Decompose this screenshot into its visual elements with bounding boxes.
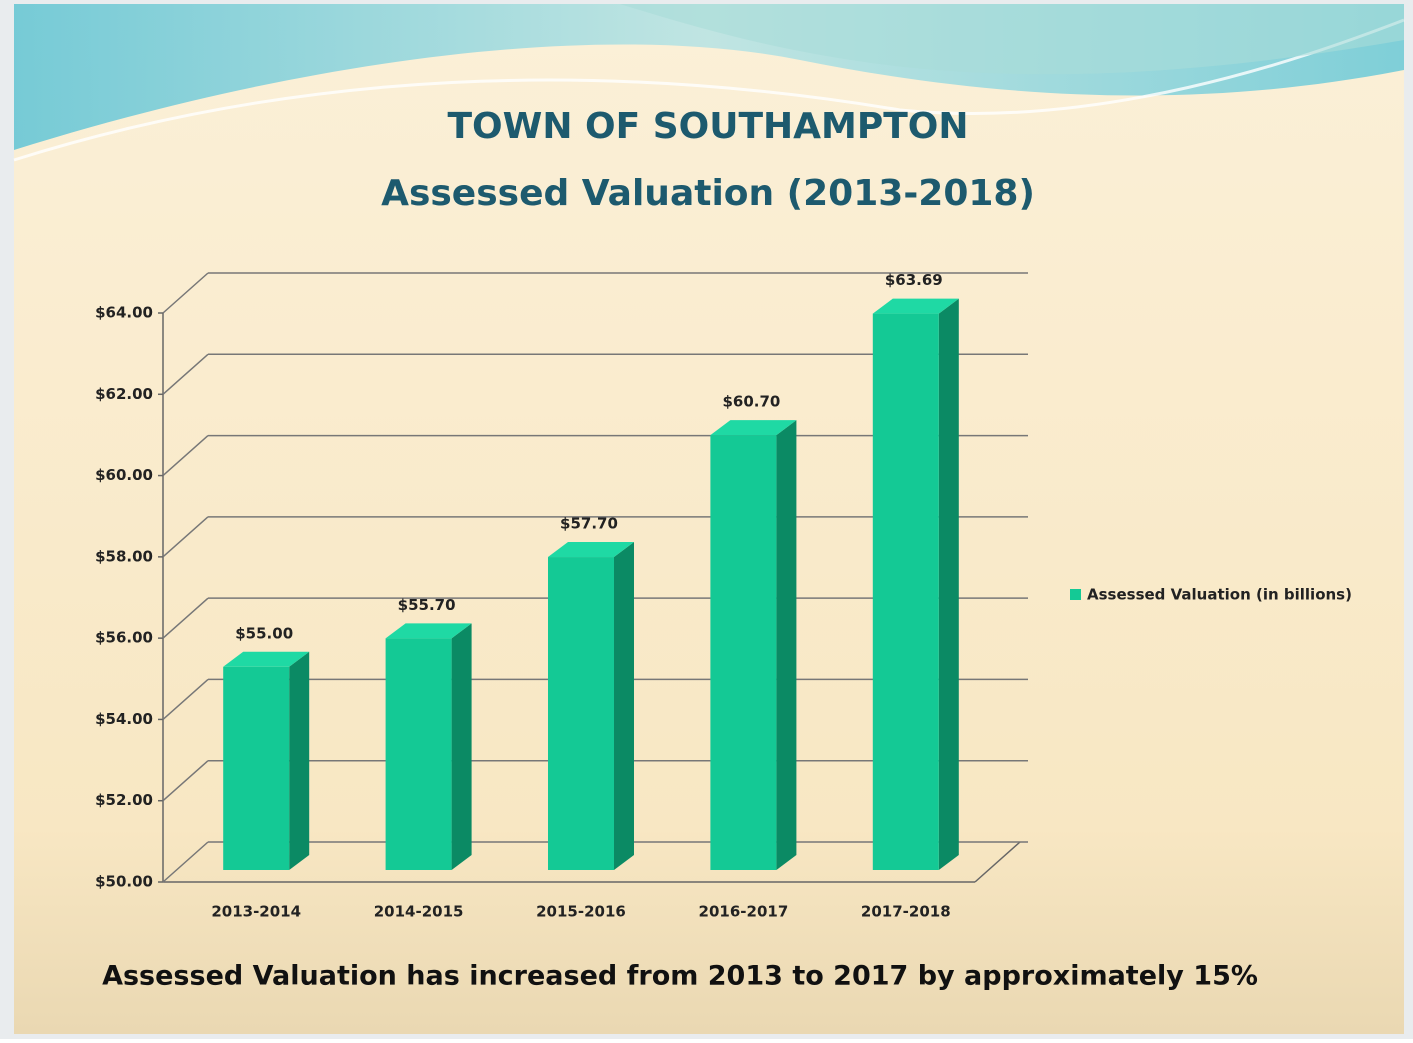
bar (548, 557, 614, 870)
annotation: Assessed Valuation has increased from 20… (102, 961, 1258, 992)
floor-edge (974, 841, 1021, 883)
y-tick-label: $52.00 (95, 791, 153, 809)
grid-line (162, 272, 209, 314)
x-tick-label: 2016-2017 (699, 903, 789, 921)
data-label: $55.70 (398, 596, 456, 614)
bar-top (223, 651, 310, 667)
y-tick-label: $54.00 (95, 710, 153, 728)
chart-title: TOWN OF SOUTHAMPTON (447, 106, 968, 147)
y-tick-label: $50.00 (95, 873, 153, 891)
x-tick-label: 2017-2018 (861, 903, 951, 921)
bar (223, 666, 290, 870)
bar (710, 435, 777, 870)
y-tick-label: $62.00 (95, 385, 153, 403)
data-label: $55.00 (235, 624, 293, 642)
y-tick-label: $64.00 (95, 304, 153, 322)
bar-top (548, 542, 634, 558)
bar-top (710, 420, 797, 436)
y-tick-label: $56.00 (95, 629, 153, 647)
bar-side (776, 420, 797, 870)
bar (385, 638, 452, 870)
x-tick-label: 2013-2014 (211, 903, 301, 921)
bar-side (451, 623, 472, 870)
x-tick-label: 2015-2016 (536, 903, 626, 921)
data-label: $60.70 (722, 393, 780, 411)
grid-line (162, 597, 209, 639)
grid-line (162, 760, 209, 802)
grid-line (162, 353, 209, 395)
wave (620, 4, 1404, 75)
bar-side (938, 298, 959, 871)
wave-line (13, 18, 1405, 162)
y-tick-label: $60.00 (95, 466, 153, 484)
slide-background (14, 4, 1404, 1034)
data-label: $57.70 (560, 515, 618, 533)
bar-top (385, 623, 472, 639)
x-tick-label: 2014-2015 (374, 903, 464, 921)
grid-line (162, 678, 209, 720)
grid-line (162, 516, 209, 558)
bar-side (614, 542, 634, 870)
grid-line (162, 435, 209, 477)
bar (872, 313, 939, 871)
y-tick-label: $58.00 (95, 547, 153, 565)
bar-side (289, 651, 310, 870)
grid-line (162, 841, 209, 883)
legend-label: Assessed Valuation (in billions) (1087, 586, 1352, 604)
legend-swatch (1070, 589, 1081, 600)
chart-subtitle: Assessed Valuation (2013-2018) (381, 173, 1035, 214)
data-label: $63.69 (885, 271, 943, 289)
bar-top (872, 298, 959, 314)
